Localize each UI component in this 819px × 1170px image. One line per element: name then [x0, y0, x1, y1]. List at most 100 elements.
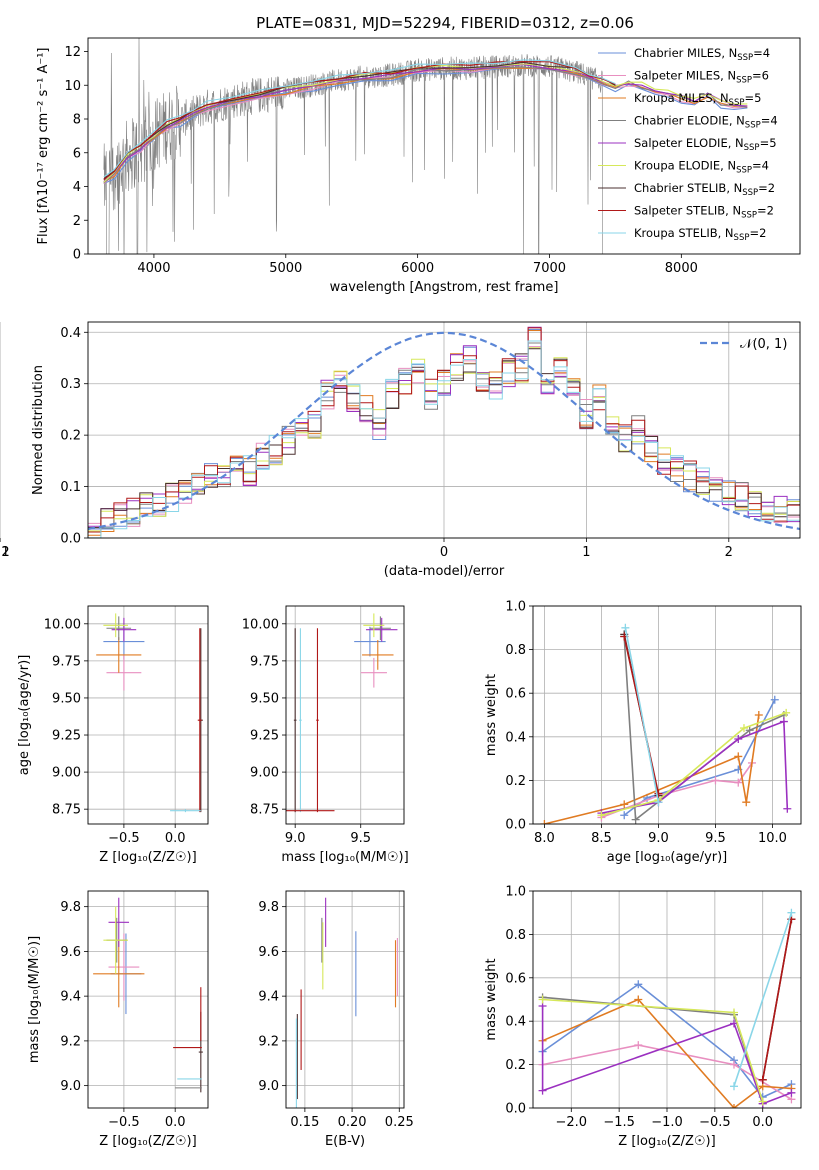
axes-frame — [285, 605, 405, 825]
y-tick-label: 4 — [73, 180, 81, 195]
x-tick-label: −1 — [0, 545, 10, 560]
y-tick-label: 9.8 — [258, 900, 279, 915]
axes-frame — [532, 605, 802, 825]
y-tick-label: 6 — [73, 146, 81, 161]
y-tick-label: 9.75 — [52, 654, 81, 669]
legend-label: Chabrier MILES, NSSP=4 — [634, 46, 770, 63]
axes-frame — [87, 890, 209, 1109]
y-axis-label: Flux [fλ10⁻¹⁷ erg cm⁻² s⁻¹ A⁻¹] — [36, 48, 51, 245]
legend-label-sub: SSP — [745, 121, 761, 131]
x-tick-label: 8.0 — [534, 831, 555, 846]
x-tick-label: 0.0 — [165, 831, 186, 846]
legend-label-main: Chabrier ELODIE, N — [634, 114, 745, 128]
histogram-step-line — [88, 342, 800, 529]
x-axis-label: age [log₁₀(age/yr)] — [607, 850, 728, 865]
point-marker — [654, 789, 663, 798]
x-tick-label: −1.0 — [651, 1115, 683, 1130]
point-marker — [739, 724, 748, 733]
point-marker — [770, 695, 779, 704]
legend-label-sub: SSP — [741, 211, 757, 221]
y-tick-label: 8.75 — [250, 803, 279, 818]
legend-label: 𝒩(0, 1) — [740, 337, 787, 352]
legend-label-sub: SSP — [737, 53, 753, 63]
y-axis-label: mass weight — [484, 674, 499, 756]
x-axis-label: mass [log₁₀(M/M☉)] — [281, 850, 408, 865]
point-marker — [779, 717, 788, 726]
x-tick-label: 0.25 — [385, 1115, 414, 1130]
y-tick-label: 0.2 — [505, 1058, 526, 1073]
point-marker — [730, 1104, 738, 1108]
legend-label-tail: =2 — [758, 181, 775, 195]
x-tick-label: 1 — [582, 545, 590, 560]
y-tick-label: 0.0 — [505, 1102, 526, 1117]
point-marker — [540, 820, 549, 824]
x-axis-label: Z [log₁₀(Z/Z☉)] — [99, 850, 196, 865]
point-marker — [787, 908, 796, 917]
x-tick-label: 9.5 — [350, 831, 371, 846]
gaussian-curve — [88, 331, 800, 531]
y-axis-label: age [log₁₀(age/yr)] — [17, 655, 32, 776]
y-tick-label: 8 — [73, 113, 81, 128]
y-tick-label: 9.50 — [52, 691, 81, 706]
x-tick-label: 10.0 — [758, 831, 787, 846]
point-marker — [634, 995, 643, 1004]
x-tick-label: 0 — [440, 545, 448, 560]
panel-spectrum: 4000 5000 6000 7000 8000 0 2 4 6 8 10 12 wavelength … — [36, 37, 801, 295]
point-marker — [758, 1097, 767, 1106]
plot-area — [540, 623, 792, 824]
legend-label-sub: SSP — [742, 188, 758, 198]
legend-label-sub: SSP — [729, 98, 745, 108]
legend-label-sub: SSP — [734, 233, 750, 243]
x-tick-label: 7000 — [533, 261, 566, 276]
y-tick-label: 1.0 — [505, 885, 526, 900]
point-marker — [620, 800, 629, 809]
y-tick-label: 2 — [73, 214, 81, 229]
x-tick-label: −2.0 — [555, 1115, 587, 1130]
histogram-step-line — [88, 340, 800, 538]
legend-label-tail: =4 — [753, 46, 770, 60]
x-axis-label: Z [log₁₀(Z/Z☉)] — [618, 1134, 715, 1149]
x-tick-label: 9.5 — [705, 831, 726, 846]
histogram-step-line — [88, 330, 800, 536]
y-tick-label: 9.00 — [250, 766, 279, 781]
y-tick-label: 9.0 — [60, 1079, 81, 1094]
x-tick-label: 2 — [725, 545, 733, 560]
y-tick-label: 9.4 — [258, 990, 279, 1005]
y-tick-label: 0.2 — [505, 774, 526, 789]
y-tick-label: 10 — [64, 79, 81, 94]
legend-label: Salpeter ELODIE, NSSP=5 — [634, 136, 777, 153]
x-axis-label: E(B-V) — [325, 1134, 365, 1149]
point-marker — [787, 1088, 796, 1097]
legend-label-sub: SSP — [744, 143, 760, 153]
legend-label-sub: SSP — [736, 166, 752, 176]
series-line — [542, 996, 764, 1104]
series-line — [542, 998, 792, 1108]
x-axis-label: wavelength [Angstrom, rest frame] — [330, 280, 559, 295]
point-marker — [634, 980, 643, 989]
y-tick-label: 12 — [64, 45, 81, 60]
y-tick-label: 0.3 — [60, 377, 81, 392]
point-marker — [538, 995, 547, 1004]
legend-label-main: Salpeter MILES, N — [634, 69, 736, 83]
y-tick-label: 9.75 — [250, 654, 279, 669]
legend-label-main: Kroupa ELODIE, N — [634, 159, 736, 173]
point-marker — [758, 1075, 767, 1084]
axes-frame — [532, 890, 802, 1109]
plot-area — [88, 326, 800, 538]
legend-label-main: Chabrier MILES, N — [634, 46, 737, 60]
x-tick-label: 4000 — [137, 261, 170, 276]
x-tick-label: −0.5 — [108, 1115, 140, 1130]
y-tick-label: 0.8 — [505, 928, 526, 943]
y-tick-label: 10.00 — [242, 617, 279, 632]
y-tick-label: 9.8 — [60, 900, 81, 915]
legend-label-main: Salpeter ELODIE, N — [634, 136, 744, 150]
y-tick-label: 0.6 — [505, 687, 526, 702]
point-marker — [631, 815, 640, 824]
axes-frame — [285, 890, 405, 1109]
legend-label: Salpeter STELIB, NSSP=2 — [634, 204, 774, 221]
point-marker — [730, 1008, 738, 1017]
legend-label: Kroupa MILES, NSSP=5 — [634, 91, 761, 108]
panel-age-vs-mass: 9.0 9.5 8.75 9.00 9.25 9.50 9.75 10.00 mass [log… — [242, 605, 409, 865]
point-marker — [621, 623, 630, 632]
